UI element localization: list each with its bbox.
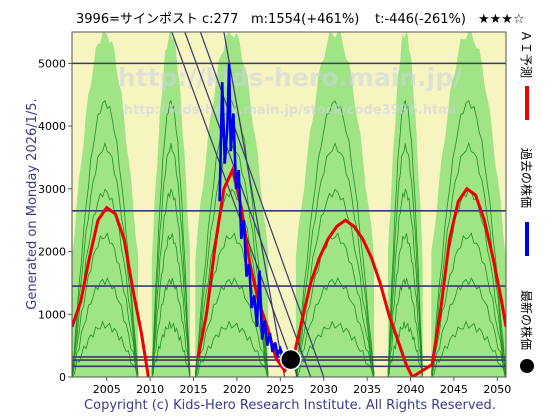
forecast-thin-line (151, 143, 191, 375)
x-tick-label: 2025 (266, 383, 294, 396)
forecast-thin-line (151, 278, 191, 377)
forecast-band (431, 32, 506, 377)
y-tick-label: 1000 (38, 308, 66, 321)
forecast-thin-line (431, 100, 506, 377)
forecast-band (387, 32, 423, 377)
forecast-thin-line (431, 320, 506, 377)
forecast-thin-line (295, 232, 375, 377)
forecast-thin-line (195, 320, 268, 377)
ticker-label: 3996=サインポスト (76, 12, 198, 27)
forecast-thin-line (431, 232, 506, 377)
watermark-line1: http://kids-hero.main.jp/ (118, 63, 463, 92)
x-tick-label: 2005 (93, 383, 121, 396)
rating-stars: ★★★☆ (478, 12, 525, 27)
forecast-thin-line (296, 277, 374, 377)
forecast-thin-line (387, 321, 423, 377)
copyright-footer: Copyright (c) Kids-Hero Research Institu… (84, 398, 496, 413)
generated-date-label: Generated on Monday 2026/1/5. (25, 98, 40, 309)
legend-past-label: 過去の株価 (519, 148, 534, 208)
forecast-thin-line (431, 277, 506, 377)
x-tick-label: 2050 (483, 383, 511, 396)
forecast-band (72, 32, 138, 377)
trend-line (184, 32, 312, 377)
y-tick-label: 4000 (38, 120, 66, 133)
forecast-thin-line (387, 233, 424, 377)
x-tick-label: 2015 (180, 383, 208, 396)
forecast-thin-line (72, 277, 138, 377)
watermark: http://kids-hero.main.jp/ http://kids-he… (118, 63, 463, 118)
forecast-thin-line (151, 321, 190, 377)
x-tick-label: 2010 (136, 383, 164, 396)
plot-frame (71, 31, 507, 378)
x-tick-label: 2035 (353, 383, 381, 396)
ai-forecast-line (72, 165, 506, 377)
legend-ai-label: ＡＩ予測 (519, 30, 533, 78)
watermark-line2: http://kids-hero.main.jp/stock/code3996.… (124, 103, 456, 118)
forecast-thin-line (295, 142, 375, 375)
legend: ＡＩ予測 過去の株価 最新の株価 (519, 30, 534, 373)
x-tick-label: 2030 (310, 383, 338, 396)
legend-latest-label: 最新の株価 (519, 290, 534, 350)
forecast-thin-line (387, 99, 424, 377)
past-price-line (218, 63, 288, 361)
y-tick-label: 3000 (38, 183, 66, 196)
min-label: t:-446(-261%) (375, 12, 466, 27)
y-axis: 0 1000 2000 3000 4000 5000 (38, 57, 72, 384)
forecast-thin-line (72, 320, 138, 377)
y-tick-label: 0 (59, 371, 66, 384)
y-tick-label: 5000 (38, 57, 66, 70)
y-tick-label: 2000 (38, 246, 66, 259)
latest-price-point (279, 348, 302, 371)
forecast-thin-line (72, 100, 139, 377)
trend-line (223, 32, 286, 377)
forecast-thin-line (295, 320, 374, 377)
forecast-thin-line (195, 277, 269, 377)
x-tick-label: 2040 (397, 383, 425, 396)
legend-latest-swatch (520, 359, 534, 373)
forecast-band (295, 32, 375, 377)
current-price-label: c:277 (202, 12, 238, 27)
trend-line (171, 32, 299, 377)
max-label: m:1554(+461%) (251, 12, 359, 27)
forecast-thin-line (194, 100, 269, 377)
x-tick-label: 2020 (223, 383, 251, 396)
forecast-thin-line (72, 232, 139, 377)
forecast-band (151, 32, 191, 377)
x-axis: 2005 2010 2015 2020 2025 2030 2035 2040 2045 2050 (93, 377, 511, 396)
forecast-thin-line (387, 143, 424, 375)
x-tick-label: 2045 (440, 383, 468, 396)
forecast-thin-line (151, 99, 191, 377)
forecast-thin-line (295, 100, 375, 377)
forecast-thin-line (151, 233, 191, 377)
